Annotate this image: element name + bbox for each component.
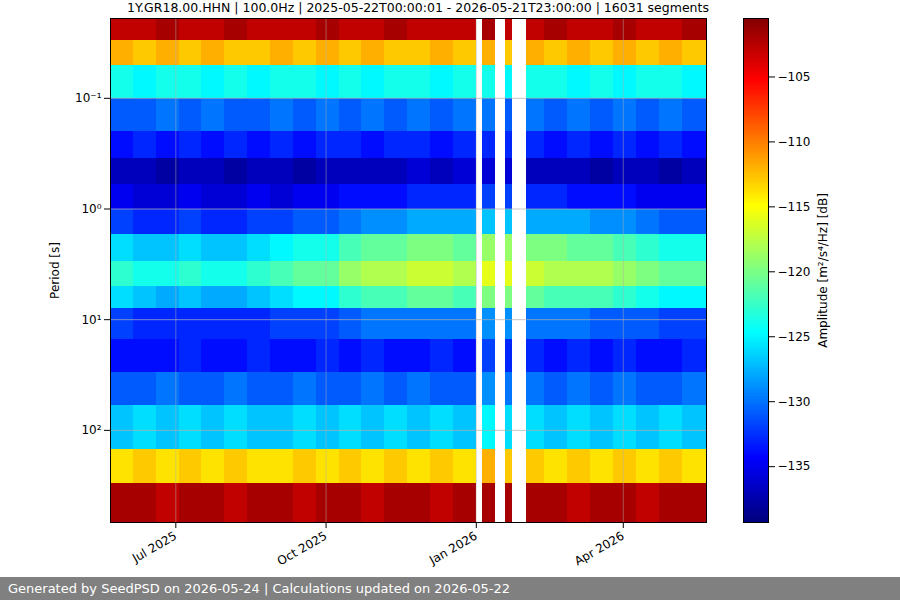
svg-text:−130: −130 [778, 395, 811, 409]
svg-text:−110: −110 [778, 135, 811, 149]
svg-text:Jul 2025: Jul 2025 [129, 529, 179, 566]
svg-text:−115: −115 [778, 200, 811, 214]
svg-text:10²: 10² [81, 423, 101, 437]
svg-text:10¹: 10¹ [81, 313, 101, 327]
svg-text:−105: −105 [778, 70, 811, 84]
svg-text:−135: −135 [778, 459, 811, 473]
html-text:1Y.GR18.00.HHN | 100.0Hz | 202: 1Y.GR18.00.HHN | 100.0Hz | 2025-05-22T00… [127, 0, 709, 15]
svg-text:Apr 2026: Apr 2026 [572, 529, 627, 569]
svg-text:Period [s]: Period [s] [48, 242, 62, 299]
svg-text:−120: −120 [778, 265, 811, 279]
svg-text:Oct 2025: Oct 2025 [275, 529, 330, 569]
html-text:Generated by SeedPSD on 2026-0: Generated by SeedPSD on 2026-05-24 | Cal… [8, 581, 510, 596]
svg-text:10⁻¹: 10⁻¹ [75, 91, 102, 105]
svg-text:Jan 2026: Jan 2026 [426, 529, 480, 568]
svg-text:10⁰: 10⁰ [81, 202, 101, 216]
svg-text:Amplitude [m²/s⁴/Hz] [dB]: Amplitude [m²/s⁴/Hz] [dB] [816, 193, 830, 348]
svg-text:−125: −125 [778, 330, 811, 344]
